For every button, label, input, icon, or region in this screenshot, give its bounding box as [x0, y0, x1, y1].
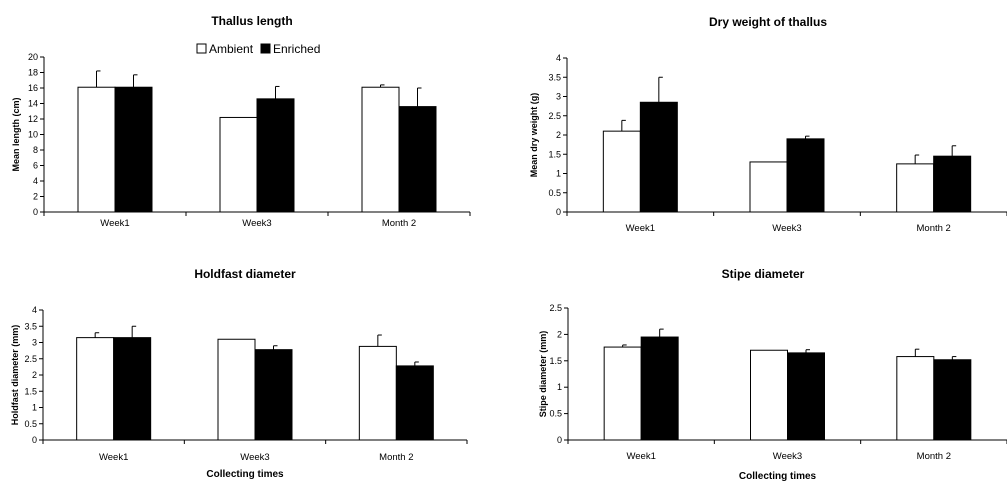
chart-title: Holdfast diameter: [194, 267, 296, 281]
y-tick-label: 2.5: [548, 111, 561, 121]
legend-swatch-enriched: [260, 43, 271, 54]
y-tick-label: 10: [28, 130, 38, 140]
y-tick-label: 1.5: [548, 149, 561, 159]
y-tick-label: 2.5: [549, 303, 562, 313]
x-tick-label: Week1: [626, 451, 655, 462]
y-tick-label: 12: [28, 114, 38, 124]
y-tick-label: 1: [557, 382, 562, 392]
x-tick-label: Month 2: [379, 452, 413, 463]
y-tick-label: 3.5: [24, 321, 37, 331]
x-tick-label: Week3: [773, 451, 802, 462]
bar-enriched-week1: [113, 337, 152, 441]
bar-ambient-month-2: [361, 86, 400, 213]
bar-enriched-week3: [787, 352, 825, 441]
x-tick-label: Month 2: [917, 451, 951, 462]
bar-enriched-month-2: [398, 106, 437, 213]
bar-enriched-month-2: [395, 365, 434, 441]
x-axis-label: Collecting times: [739, 471, 817, 482]
bar-ambient-week3: [750, 349, 788, 441]
bar-ambient-week3: [749, 161, 788, 213]
chart-panel-2: Dry weight of thallus Mean dry weight (g)…: [529, 15, 1007, 234]
y-tick-label: 1.5: [24, 386, 37, 396]
y-tick-label: 1.5: [549, 356, 562, 366]
chart-panel-4: Stipe diameter Stipe diameter (mm) Collect…: [538, 267, 1007, 482]
bar-ambient-month-2: [896, 163, 935, 213]
legend: Ambient Enriched: [196, 42, 320, 56]
y-axis-label: Holdfast diameter (mm): [10, 325, 20, 426]
y-axis-label: Mean dry weight (g): [529, 93, 539, 178]
x-axis-label: Collecting times: [206, 469, 284, 480]
x-tick-label: Month 2: [382, 218, 416, 229]
x-tick-label: Week1: [626, 223, 655, 234]
bar-enriched-week3: [786, 138, 825, 213]
bar-ambient-month-2: [896, 356, 935, 441]
y-tick-label: 18: [28, 68, 38, 78]
bar-enriched-week3: [256, 98, 295, 213]
x-tick-label: Week3: [242, 218, 271, 229]
bar-ambient-week1: [76, 337, 115, 441]
y-tick-label: 0: [556, 207, 561, 217]
bar-ambient-week1: [77, 86, 116, 213]
y-tick-label: 2: [32, 370, 37, 380]
y-tick-label: 4: [32, 305, 37, 315]
bar-enriched-month-2: [933, 359, 972, 441]
y-tick-label: 0: [33, 207, 38, 217]
y-tick-label: 20: [28, 52, 38, 62]
chart-title: Thallus length: [211, 14, 292, 28]
bar-ambient-week1: [603, 346, 642, 441]
y-tick-label: 3.5: [548, 72, 561, 82]
bar-enriched-month-2: [933, 155, 972, 213]
bar-enriched-week1: [114, 86, 153, 213]
chart-panel-1: Thallus length Mean length (cm) 0 2 4 6 8 10 12 1…: [11, 14, 471, 229]
legend-label-enriched: Enriched: [273, 42, 320, 56]
bar-ambient-month-2: [358, 345, 397, 441]
bar-enriched-week1: [640, 336, 679, 441]
bar-ambient-week3: [219, 116, 258, 213]
bar-ambient-week3: [217, 338, 256, 441]
x-tick-label: Week1: [100, 218, 129, 229]
x-tick-label: Week3: [240, 452, 269, 463]
y-tick-label: 0.5: [548, 188, 561, 198]
y-tick-label: 2: [33, 192, 38, 202]
chart-panel-3: Holdfast diameter Holdfast diameter (mm) C…: [10, 267, 468, 480]
y-tick-label: 14: [28, 99, 38, 109]
y-tick-label: 0.5: [24, 419, 37, 429]
chart-title: Stipe diameter: [722, 267, 805, 281]
y-axis-label: Mean length (cm): [11, 97, 21, 171]
chart-title: Dry weight of thallus: [709, 15, 827, 29]
y-tick-label: 3: [32, 338, 37, 348]
x-tick-label: Week1: [99, 452, 128, 463]
y-axis-label: Stipe diameter (mm): [538, 331, 548, 418]
y-tick-label: 4: [33, 176, 38, 186]
y-tick-label: 16: [28, 83, 38, 93]
y-tick-label: 2.5: [24, 354, 37, 364]
y-tick-label: 0: [32, 435, 37, 445]
bar-enriched-week1: [639, 101, 678, 213]
bar-enriched-week3: [254, 349, 293, 441]
y-tick-label: 0: [557, 435, 562, 445]
y-tick-label: 2: [557, 329, 562, 339]
y-tick-label: 3: [556, 92, 561, 102]
legend-label-ambient: Ambient: [209, 42, 254, 56]
y-tick-label: 8: [33, 145, 38, 155]
y-tick-label: 4: [556, 53, 561, 63]
y-tick-label: 1: [556, 169, 561, 179]
y-tick-label: 0.5: [549, 409, 562, 419]
legend-swatch-ambient: [196, 43, 207, 54]
y-tick-label: 6: [33, 161, 38, 171]
x-tick-label: Week3: [772, 223, 801, 234]
x-tick-label: Month 2: [917, 223, 951, 234]
y-tick-label: 2: [556, 130, 561, 140]
y-tick-label: 1: [32, 403, 37, 413]
bar-ambient-week1: [602, 130, 641, 213]
